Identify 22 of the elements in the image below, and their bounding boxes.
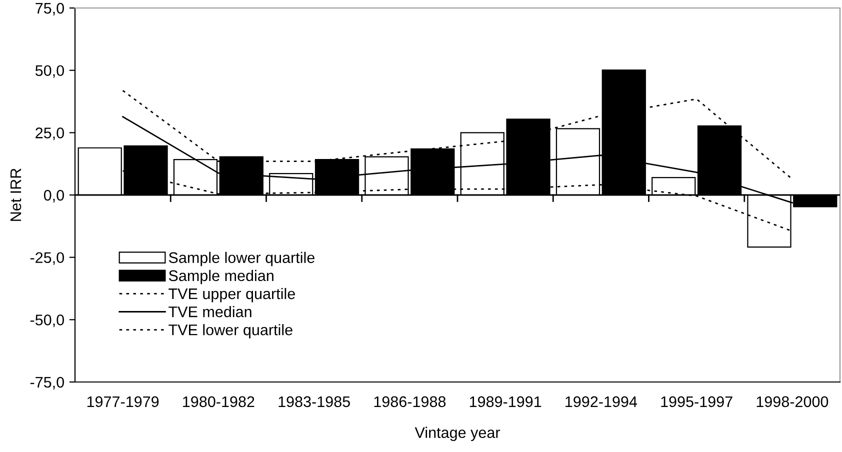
y-tick-label: -50,0 bbox=[30, 314, 64, 328]
x-tick-label: 1998-2000 bbox=[756, 396, 828, 408]
y-tick-label: 0,0 bbox=[44, 190, 64, 202]
legend-label: TVE median bbox=[168, 306, 252, 318]
x-tick-label: 1992-1994 bbox=[566, 396, 638, 408]
x-tick-label: 1986-1988 bbox=[374, 396, 446, 408]
legend-label: TVE lower quartile bbox=[168, 324, 292, 338]
y-axis-title: Net IRR bbox=[10, 168, 22, 221]
x-tick-label: 1983-1985 bbox=[278, 396, 350, 408]
legend-label: Sample median bbox=[168, 270, 274, 284]
x-axis-title: Vintage year bbox=[414, 426, 500, 442]
x-tick-label: 1989-1991 bbox=[470, 396, 542, 408]
legend-label: TVE upper quartile bbox=[168, 288, 295, 302]
legend-label: Sample lower quartile bbox=[168, 252, 314, 266]
y-tick-label: -25,0 bbox=[30, 252, 64, 265]
x-tick-label: 1977-1979 bbox=[87, 396, 159, 408]
y-tick-label: -75,0 bbox=[30, 376, 64, 390]
y-tick-label: 25,0 bbox=[36, 128, 64, 140]
y-tick-label: 75,0 bbox=[36, 2, 64, 16]
x-tick-label: 1980-1982 bbox=[183, 396, 254, 408]
y-tick-label: 50,0 bbox=[35, 65, 64, 78]
x-tick-label: 1995-1997 bbox=[661, 396, 732, 408]
